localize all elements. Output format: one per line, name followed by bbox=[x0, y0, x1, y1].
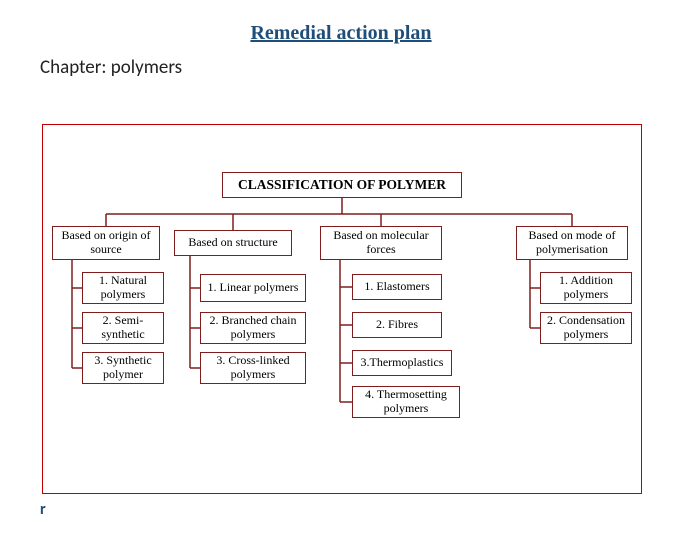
leaf-structure-3: 3. Cross-linked polymers bbox=[200, 352, 306, 384]
category-structure: Based on structure bbox=[174, 230, 292, 256]
leaf-forces-3: 3.Thermoplastics bbox=[352, 350, 452, 376]
leaf-forces-2: 2. Fibres bbox=[352, 312, 442, 338]
category-origin: Based on origin of source bbox=[52, 226, 160, 260]
page-title: Remedial action plan bbox=[0, 22, 682, 45]
leaf-origin-1: 1. Natural polymers bbox=[82, 272, 164, 304]
leaf-forces-1: 1. Elastomers bbox=[352, 274, 442, 300]
page: Remedial action plan Chapter: polymers C… bbox=[0, 0, 682, 543]
leaf-structure-2: 2. Branched chain polymers bbox=[200, 312, 306, 344]
leaf-forces-4: 4. Thermosetting polymers bbox=[352, 386, 460, 418]
leaf-origin-2: 2. Semi-synthetic bbox=[82, 312, 164, 344]
footer-mark: r bbox=[40, 500, 46, 519]
leaf-mode-2: 2. Condensation polymers bbox=[540, 312, 632, 344]
chapter-heading: Chapter: polymers bbox=[40, 56, 182, 79]
category-mode: Based on mode of polymerisation bbox=[516, 226, 628, 260]
leaf-mode-1: 1. Addition polymers bbox=[540, 272, 632, 304]
leaf-origin-3: 3. Synthetic polymer bbox=[82, 352, 164, 384]
category-forces: Based on molecular forces bbox=[320, 226, 442, 260]
leaf-structure-1: 1. Linear polymers bbox=[200, 274, 306, 302]
root-node: CLASSIFICATION OF POLYMER bbox=[222, 172, 462, 198]
